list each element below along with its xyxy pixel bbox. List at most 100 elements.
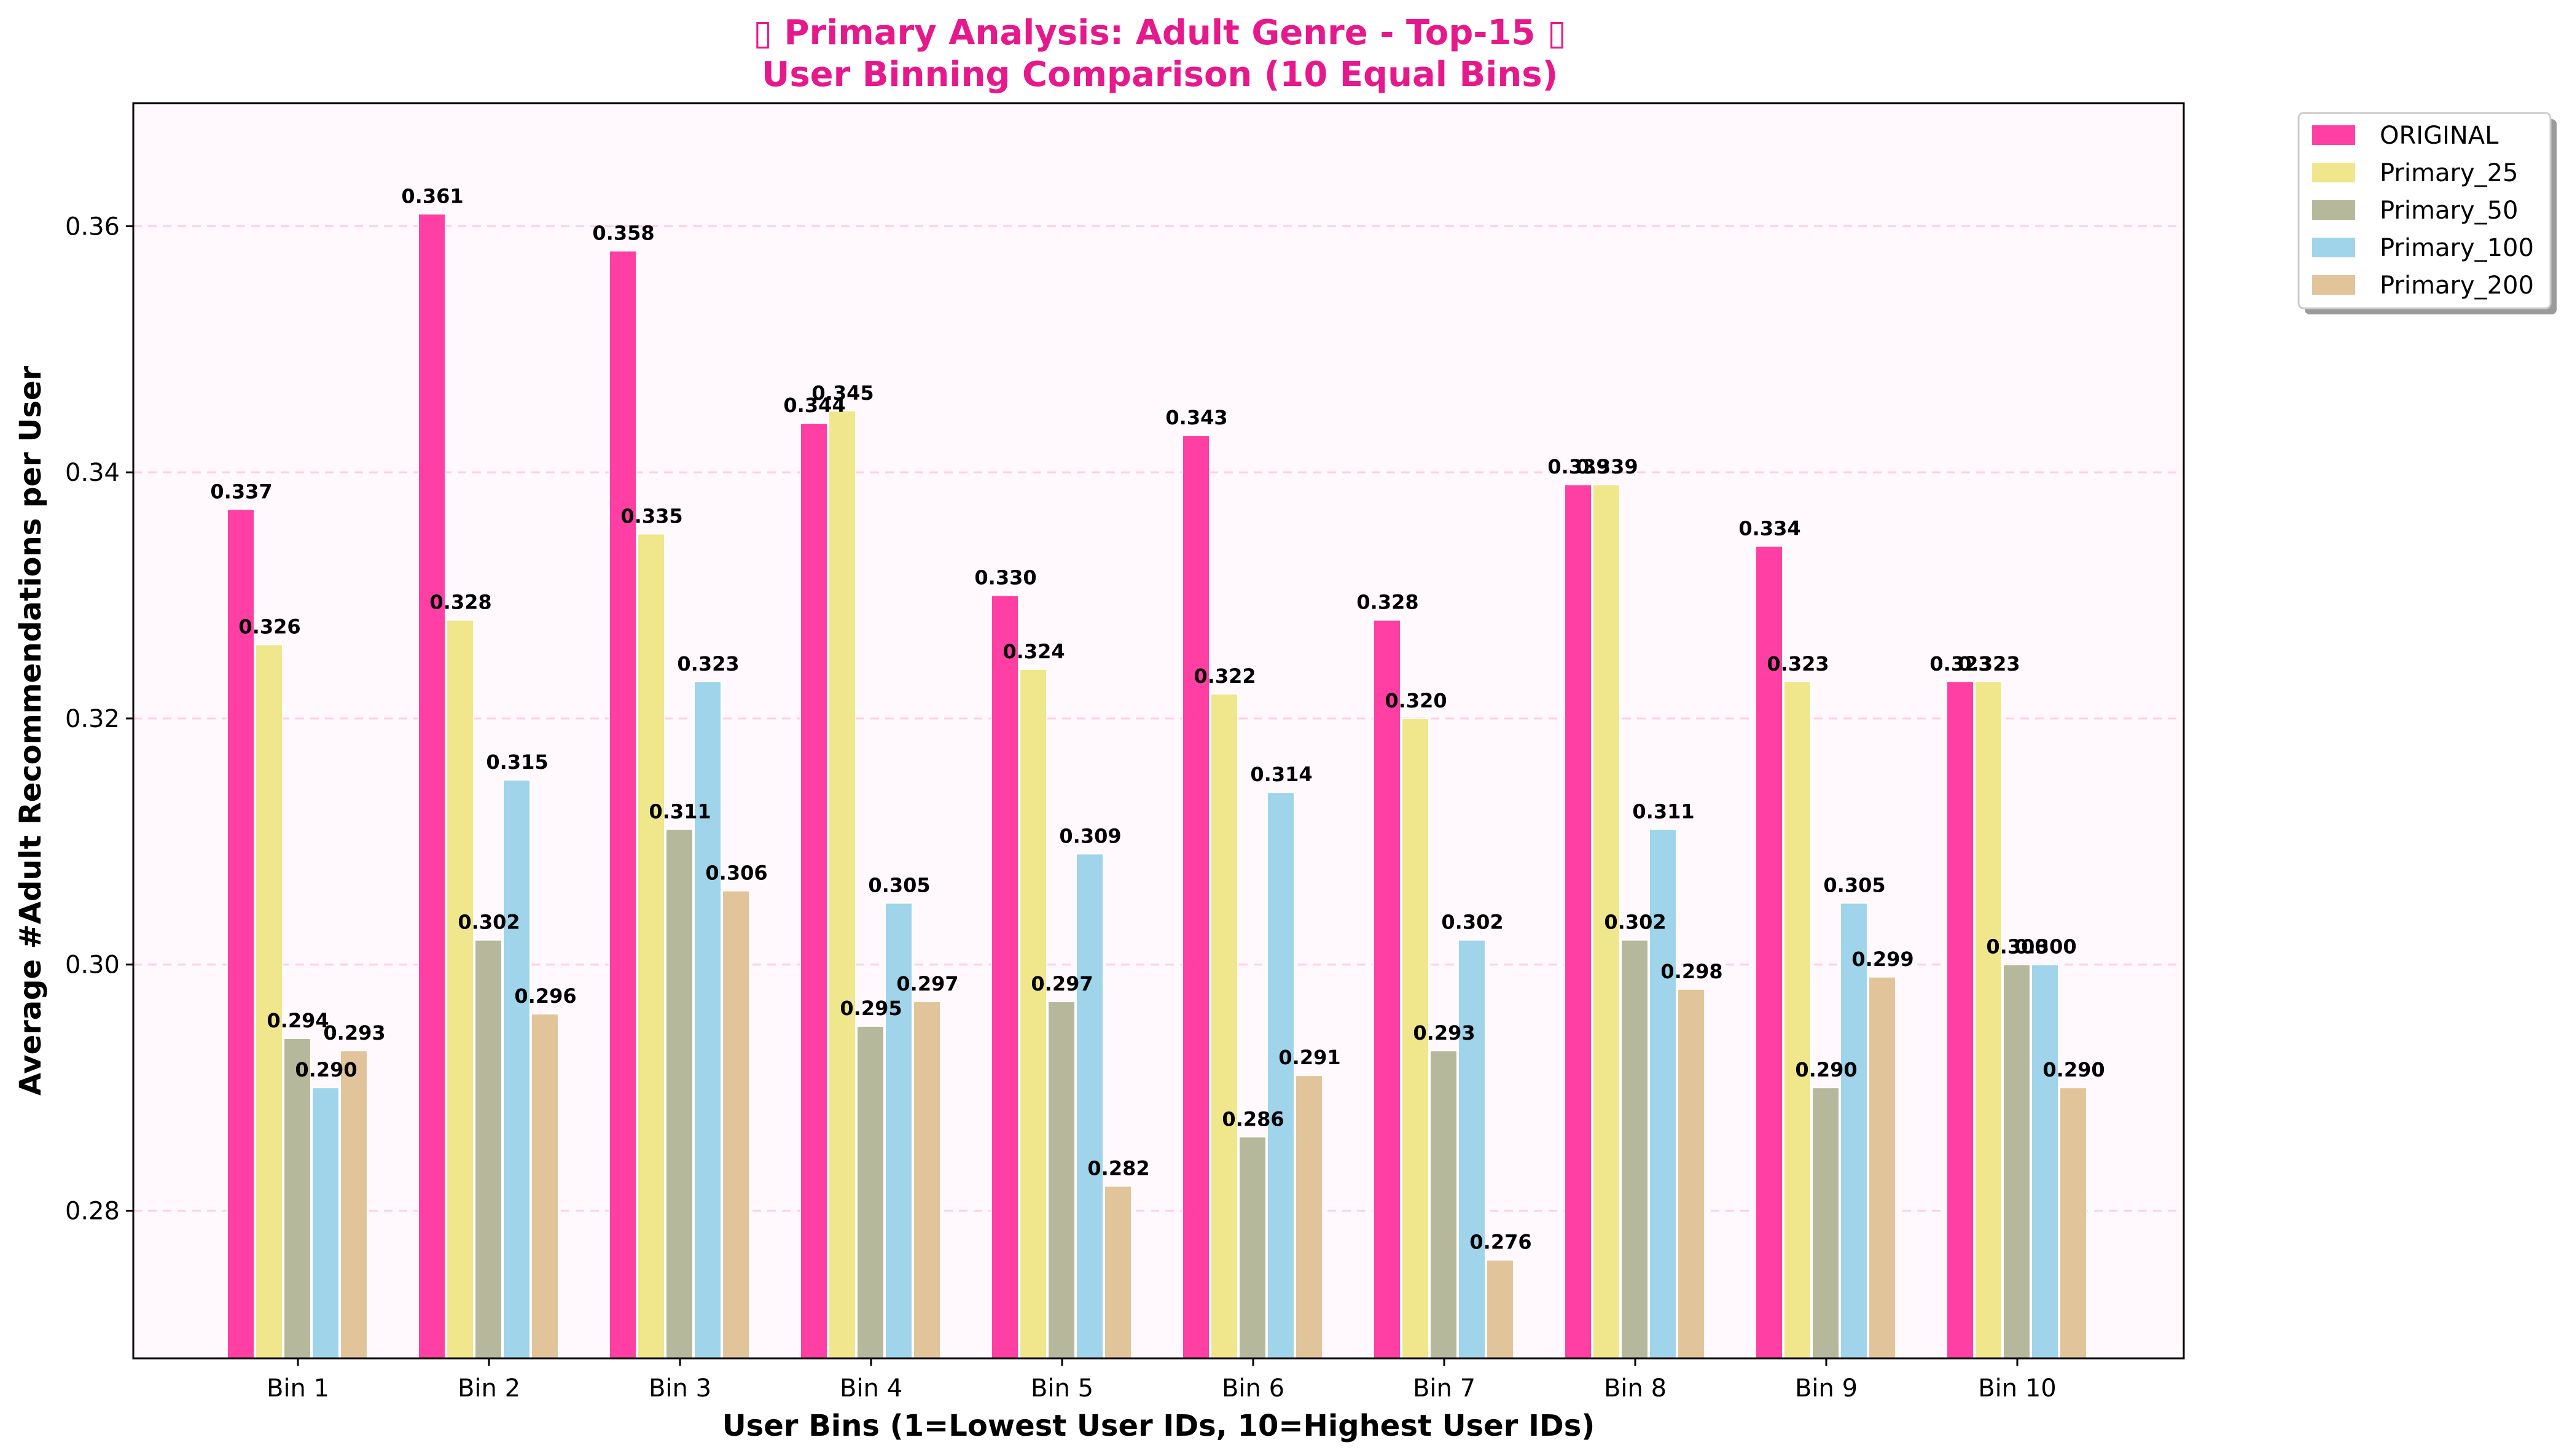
legend: ORIGINAL Primary_25 Primary_50 Primary_100 P… [2297, 112, 2557, 314]
bar-value-label: 0.302 [1441, 911, 1503, 934]
bar-primary-50-bin-10 [2003, 964, 2031, 1359]
bar-value-label: 0.286 [1222, 1107, 1284, 1131]
bar-value-label: 0.323 [677, 652, 739, 675]
x-tick-label: Bin 2 [458, 1374, 520, 1403]
bar-original-bin-2 [418, 213, 446, 1360]
x-tick-label: Bin 3 [649, 1374, 711, 1403]
legend-label: ORIGINAL [2380, 122, 2499, 150]
bar-primary-50-bin-1 [283, 1037, 311, 1359]
y-tick-label: 0.28 [65, 1197, 120, 1226]
bar-primary-200-bin-7 [1486, 1259, 1514, 1359]
bar-primary-200-bin-10 [2059, 1087, 2087, 1359]
bar-value-label: 0.302 [1604, 911, 1666, 934]
bar-primary-100-bin-4 [885, 902, 913, 1360]
bar-primary-200-bin-5 [1104, 1185, 1132, 1359]
bar-primary-50-bin-6 [1238, 1136, 1267, 1359]
bar-primary-50-bin-3 [665, 828, 694, 1359]
bar-value-label: 0.361 [401, 184, 463, 208]
chart-title-line1: ▯ Primary Analysis: Adult Genre - Top-15… [753, 13, 1566, 53]
bar-value-label: 0.323 [1767, 652, 1829, 675]
bar-value-label: 0.299 [1851, 948, 1913, 971]
x-tick-label: Bin 6 [1222, 1374, 1284, 1403]
bar-primary-200-bin-2 [531, 1013, 559, 1359]
legend-box [2297, 112, 2552, 309]
bar-value-label: 0.295 [840, 997, 902, 1020]
bar-value-label: 0.305 [1823, 874, 1885, 897]
y-tick-label: 0.36 [65, 212, 120, 241]
x-tick-label: Bin 7 [1413, 1374, 1475, 1403]
bar-primary-100-bin-9 [1840, 902, 1868, 1360]
bar-value-label: 0.343 [1165, 406, 1227, 429]
data-labels: 0.337 0.326 0.294 0.290 0.293 0.361 0.328 0.302… [210, 184, 2105, 1253]
bar-value-label: 0.306 [705, 862, 767, 885]
plot-frame [132, 102, 2185, 1360]
x-axis-label: User Bins (1=Lowest User IDs, 10=Highest… [722, 1409, 1595, 1443]
x-tick-label: Bin 10 [1978, 1374, 2057, 1403]
legend-swatch [2312, 238, 2355, 257]
bar-primary-50-bin-9 [1812, 1087, 1840, 1359]
bar-primary-100-bin-6 [1267, 792, 1295, 1359]
bar-primary-100-bin-8 [1649, 828, 1677, 1359]
bar-primary-100-bin-2 [502, 779, 531, 1359]
y-axis-label: Average #Adult Recommendations per User [14, 366, 48, 1096]
bar-value-label: 0.314 [1250, 763, 1312, 786]
y-tick-label: 0.30 [65, 951, 120, 979]
x-tick-label: Bin 5 [1031, 1374, 1093, 1403]
bar-value-label: 0.282 [1087, 1156, 1149, 1180]
bar-primary-50-bin-7 [1429, 1050, 1458, 1360]
bar-value-label: 0.276 [1469, 1231, 1531, 1254]
bar-value-label: 0.298 [1660, 960, 1722, 983]
bar-value-label: 0.302 [458, 911, 520, 934]
bar-value-label: 0.305 [868, 874, 930, 897]
bar-primary-25-bin-6 [1210, 693, 1238, 1359]
bar-value-label: 0.339 [1576, 455, 1638, 478]
bar-primary-25-bin-5 [1019, 668, 1047, 1359]
bar-original-bin-3 [609, 250, 637, 1359]
x-tick-label: Bin 9 [1795, 1374, 1858, 1403]
bar-primary-100-bin-7 [1458, 939, 1486, 1359]
bar-value-label: 0.339 [1547, 455, 1609, 478]
bar-value-label: 0.296 [514, 984, 576, 1008]
bar-value-label: 0.324 [1003, 640, 1065, 663]
bar-value-label: 0.311 [1632, 800, 1694, 823]
x-axis-ticks: Bin 1 Bin 2 Bin 3 Bin 4 Bin 5 Bin 6 Bin 7 Bin 8… [267, 1358, 2057, 1403]
bar-value-label: 0.328 [429, 591, 491, 614]
bar-value-label: 0.323 [1929, 652, 1991, 675]
bar-value-label: 0.330 [974, 566, 1036, 590]
y-axis-ticks: 0.28 0.30 0.32 0.34 0.36 [65, 212, 133, 1226]
bar-original-bin-4 [800, 422, 828, 1359]
bar-original-bin-7 [1373, 619, 1401, 1359]
bar-value-label: 0.293 [1413, 1021, 1475, 1045]
bar-primary-200-bin-6 [1295, 1075, 1323, 1359]
bar-primary-50-bin-5 [1047, 1000, 1076, 1360]
x-tick-label: Bin 4 [840, 1374, 902, 1403]
bar-primary-25-bin-2 [446, 619, 474, 1359]
bar-primary-25-bin-3 [637, 533, 665, 1359]
bar-primary-200-bin-3 [722, 890, 750, 1359]
bar-value-label: 0.297 [896, 972, 958, 995]
bar-value-label: 0.290 [2042, 1058, 2105, 1081]
bar-value-label: 0.328 [1356, 591, 1418, 614]
bar-primary-25-bin-9 [1783, 680, 1812, 1359]
bar-primary-50-bin-8 [1620, 939, 1649, 1359]
bar-primary-100-bin-3 [694, 680, 722, 1359]
legend-swatch [2312, 200, 2355, 220]
bar-value-label: 0.290 [1795, 1058, 1857, 1081]
legend-label: Primary_50 [2380, 197, 2518, 225]
bar-value-label: 0.323 [1958, 652, 2020, 675]
bar-value-label: 0.311 [649, 800, 711, 823]
bar-original-bin-8 [1564, 484, 1592, 1359]
bar-value-label: 0.335 [620, 504, 682, 528]
legend-swatch [2312, 125, 2355, 145]
bar-value-label: 0.293 [323, 1021, 385, 1045]
bar-original-bin-10 [1946, 680, 1974, 1359]
bar-primary-200-bin-1 [340, 1050, 368, 1360]
y-tick-label: 0.34 [65, 459, 120, 487]
y-tick-label: 0.32 [65, 705, 120, 733]
legend-swatch [2312, 275, 2355, 295]
bar-primary-200-bin-9 [1868, 976, 1896, 1359]
legend-label: Primary_100 [2380, 234, 2534, 262]
bar-original-bin-5 [991, 594, 1019, 1359]
bar-value-label: 0.344 [783, 394, 845, 417]
